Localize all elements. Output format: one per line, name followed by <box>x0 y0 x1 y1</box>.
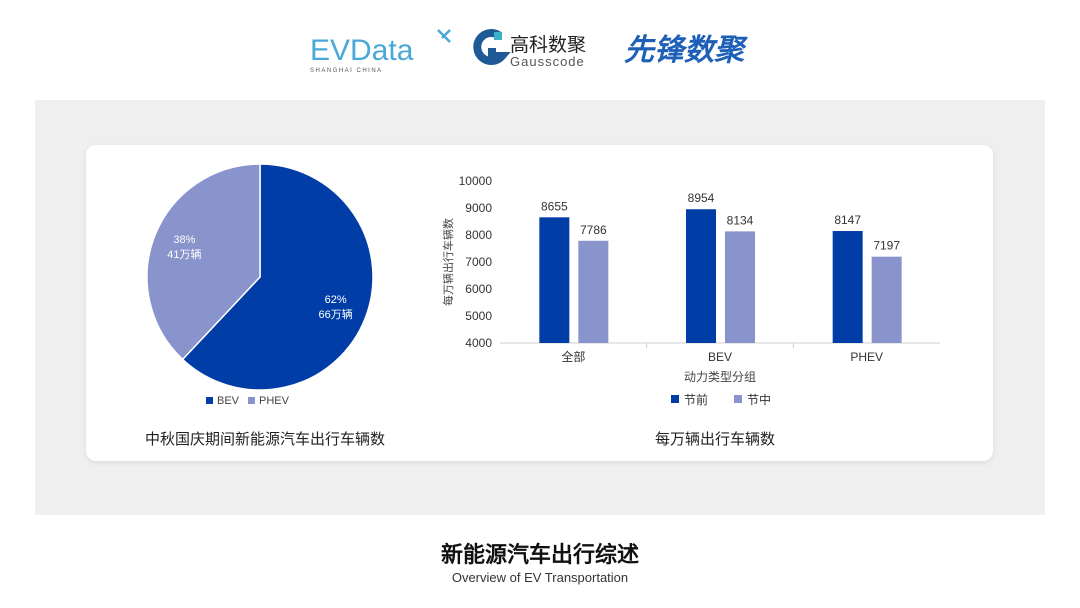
xianfeng-logo: 先锋数聚 <box>624 34 748 67</box>
pie-caption: 中秋国庆期间新能源汽车出行车辆数 <box>145 430 386 448</box>
bar-legend-swatch <box>734 395 742 403</box>
bar-legend-label: 节前 <box>684 392 708 407</box>
y-tick-label: 7000 <box>465 255 492 269</box>
bar-节中 <box>871 256 902 343</box>
pie-legend-swatch <box>248 397 255 404</box>
x-tick-label: 全部 <box>561 349 585 364</box>
pie-slice-bev <box>181 163 374 391</box>
bar-data-label: 8954 <box>688 191 715 205</box>
pie-pct-label: 62% <box>325 294 347 306</box>
svg-text:Gausscode: Gausscode <box>510 54 585 69</box>
bar-legend-label: 节中 <box>747 392 771 407</box>
x-axis-title: 动力类型分组 <box>684 370 756 384</box>
bar-data-label: 7786 <box>580 223 607 237</box>
logo-bar: EVData SHANGHAI CHINA 高科数聚 Gausscode 先锋数… <box>0 24 1080 74</box>
y-tick-label: 8000 <box>465 228 492 242</box>
bar-data-label: 8147 <box>834 213 861 227</box>
svg-text:EVData: EVData <box>310 34 414 67</box>
y-tick-label: 4000 <box>465 336 492 350</box>
svg-text:先锋数聚: 先锋数聚 <box>624 34 748 67</box>
pie-legend-label: PHEV <box>259 395 290 407</box>
evdata-logo: EVData SHANGHAI CHINA <box>310 29 451 74</box>
chart-card: 62% 66万辆 38% 41万辆 BEV PHEV 4000 5000 6000 7000 800… <box>86 145 993 461</box>
bar-节中 <box>725 231 755 343</box>
bar-data-label: 8655 <box>541 199 568 213</box>
pie-legend-swatch <box>206 397 213 404</box>
y-tick-label: 6000 <box>465 282 492 296</box>
gausscode-logo: 高科数聚 Gausscode <box>473 28 586 69</box>
bar-节前 <box>832 231 863 343</box>
svg-text:高科数聚: 高科数聚 <box>510 34 586 56</box>
x-tick-label: PHEV <box>850 350 883 364</box>
svg-text:SHANGHAI CHINA: SHANGHAI CHINA <box>310 68 383 74</box>
page-subtitle: Overview of EV Transportation <box>451 570 629 585</box>
charts-svg: 62%66万辆 38%41万辆 BEV PHEV 4000 5000 6000 7000 800… <box>146 163 940 407</box>
y-axis-title: 每万辆出行车辆数 <box>441 218 455 306</box>
bar-caption: 每万辆出行车辆数 <box>655 430 776 448</box>
bar-legend-swatch <box>671 395 679 403</box>
bar-节前 <box>686 209 716 343</box>
bar-节前 <box>539 217 570 343</box>
pie-slice-phev <box>146 163 261 361</box>
page-title: 新能源汽车出行综述 <box>440 543 639 568</box>
bar-data-label: 8134 <box>727 213 754 227</box>
y-tick-label: 5000 <box>465 309 492 323</box>
pie-pct-label: 38% <box>173 234 195 246</box>
y-tick-label: 10000 <box>459 174 493 188</box>
pie-value-label: 66万辆 <box>319 307 353 321</box>
bar-节中 <box>578 240 609 343</box>
x-tick-label: BEV <box>708 350 732 364</box>
pie-legend-label: BEV <box>217 395 240 407</box>
y-tick-label: 9000 <box>465 201 492 215</box>
pie-value-label: 41万辆 <box>167 247 201 261</box>
bar-data-label: 7197 <box>873 239 900 253</box>
